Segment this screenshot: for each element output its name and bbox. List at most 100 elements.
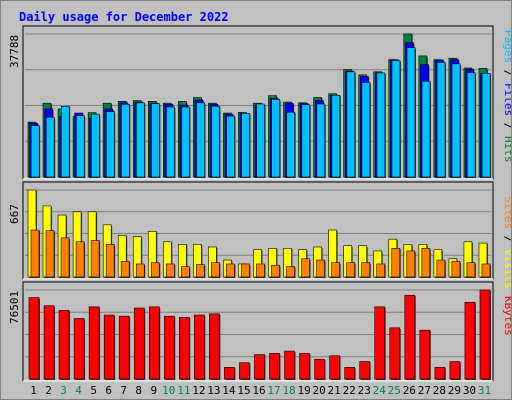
pages-bar-day-4 [75, 115, 85, 178]
kbytes-bar-day-16 [254, 354, 265, 380]
sites-bar-day-10 [165, 263, 175, 278]
legend-entry: Pages [502, 30, 511, 63]
x-tick-label-day-28: 28 [433, 384, 446, 397]
x-tick-label-day-18: 18 [282, 384, 295, 397]
x-tick-label-day-12: 12 [192, 384, 205, 397]
x-tick-label-day-19: 19 [297, 384, 310, 397]
top-panel: 37788 Pages / Files / Hits [8, 25, 511, 180]
sites-bar-day-2 [45, 230, 55, 278]
pages-bar-day-15 [241, 113, 250, 178]
x-tick-label-day-13: 13 [207, 384, 220, 397]
pages-bar-day-18 [286, 111, 296, 178]
x-tick-label-day-5: 5 [90, 384, 97, 397]
pages-bar-day-17 [271, 99, 281, 178]
kbytes-bar-day-17 [269, 353, 280, 380]
kbytes-bar-day-20 [314, 358, 325, 380]
pages-bar-day-9 [151, 103, 160, 178]
x-tick-label-day-3: 3 [60, 384, 67, 397]
x-tick-label-day-6: 6 [105, 384, 112, 397]
sites-bar-day-19 [301, 258, 310, 278]
sites-bar-day-17 [271, 264, 280, 278]
legend-entry: / [502, 63, 511, 83]
x-tick-label-day-14: 14 [222, 384, 236, 397]
sites-bar-day-15 [241, 263, 250, 278]
legend-entry: Visits [502, 249, 511, 289]
x-tick-label-day-17: 17 [267, 384, 280, 397]
sites-bar-day-12 [196, 264, 205, 278]
pages-bar-day-2 [45, 116, 55, 178]
pages-bar-day-29 [451, 63, 461, 178]
x-tick-label-day-23: 23 [358, 384, 371, 397]
pages-bar-day-30 [466, 72, 476, 178]
sites-bar-day-28 [436, 259, 446, 278]
sites-bar-day-5 [90, 240, 100, 278]
x-tick-label-day-20: 20 [313, 384, 326, 397]
x-tick-label-day-9: 9 [150, 384, 157, 397]
kbytes-bar-day-27 [419, 329, 431, 380]
kbytes-bar-day-29 [449, 361, 461, 380]
pages-bar-day-3 [60, 105, 70, 178]
pages-bar-day-20 [316, 103, 326, 178]
pages-bar-day-13 [211, 105, 220, 178]
pages-bar-day-1 [30, 125, 40, 178]
legend-entry: KBytes [502, 296, 511, 336]
sites-bar-day-29 [451, 261, 461, 278]
pages-bar-day-7 [121, 104, 130, 178]
kbytes-bar-day-18 [284, 350, 295, 380]
kbytes-bar-day-30 [464, 301, 476, 380]
kbytes-bar-day-31 [479, 289, 491, 380]
x-tick-label-day-16: 16 [252, 384, 265, 397]
kbytes-bar-day-1 [28, 297, 40, 380]
sites-bar-day-27 [421, 248, 431, 278]
kbytes-bar-day-5 [88, 306, 100, 380]
kbytes-bar-day-6 [103, 314, 115, 380]
x-tick-label-day-24: 24 [373, 384, 387, 397]
chart-title: Daily usage for December 2022 [19, 10, 229, 24]
pages-bar-day-23 [361, 82, 371, 178]
x-tick-label-day-7: 7 [120, 384, 127, 397]
x-tick-label-day-4: 4 [75, 384, 82, 397]
kbytes-bar-day-2 [43, 305, 55, 380]
sites-bar-day-1 [30, 229, 40, 278]
sites-bar-day-30 [466, 262, 476, 278]
kbytes-bar-day-25 [389, 327, 401, 380]
pages-bar-day-12 [196, 102, 205, 178]
pages-bar-day-22 [346, 71, 356, 178]
kbytes-bar-day-24 [374, 306, 386, 380]
sites-bar-day-11 [181, 266, 190, 278]
legend-entry: Files [502, 83, 511, 116]
bottom-legend: KBytes [502, 296, 511, 336]
x-tick-label-day-8: 8 [135, 384, 142, 397]
middle-panel: 667 Sites / Visits [8, 181, 511, 289]
sites-bar-day-23 [361, 262, 371, 278]
sites-bar-day-22 [346, 262, 355, 278]
legend-entry: / [502, 229, 511, 249]
sites-bar-day-8 [135, 263, 145, 278]
x-tick-label-day-1: 1 [30, 384, 37, 397]
pages-bar-day-6 [106, 111, 115, 178]
sites-bar-day-26 [406, 250, 416, 278]
sites-bar-day-25 [391, 248, 401, 278]
kbytes-bar-day-26 [404, 294, 416, 380]
pages-bar-day-27 [421, 80, 431, 178]
sites-bar-day-6 [105, 244, 115, 278]
x-tick-label-day-21: 21 [328, 384, 341, 397]
kbytes-bar-day-11 [179, 317, 190, 380]
pages-bar-day-21 [331, 94, 341, 178]
sites-bar-day-4 [75, 241, 85, 278]
kbytes-bar-day-13 [209, 313, 220, 380]
x-tick-label-day-22: 22 [343, 384, 356, 397]
sites-bar-day-18 [286, 266, 295, 278]
x-tick-label-day-27: 27 [418, 384, 431, 397]
x-tick-label-day-2: 2 [45, 384, 52, 397]
top-scale-label: 37788 [8, 35, 21, 68]
kbytes-bar-day-23 [359, 361, 371, 380]
bottom-panel: 76501 KBytes [8, 281, 511, 382]
pages-bar-day-31 [481, 73, 491, 178]
x-tick-label-day-26: 26 [403, 384, 416, 397]
pages-bar-day-5 [91, 113, 100, 178]
kbytes-bar-day-19 [299, 353, 310, 380]
x-tick-label-day-30: 30 [463, 384, 476, 397]
x-tick-label-day-15: 15 [237, 384, 250, 397]
